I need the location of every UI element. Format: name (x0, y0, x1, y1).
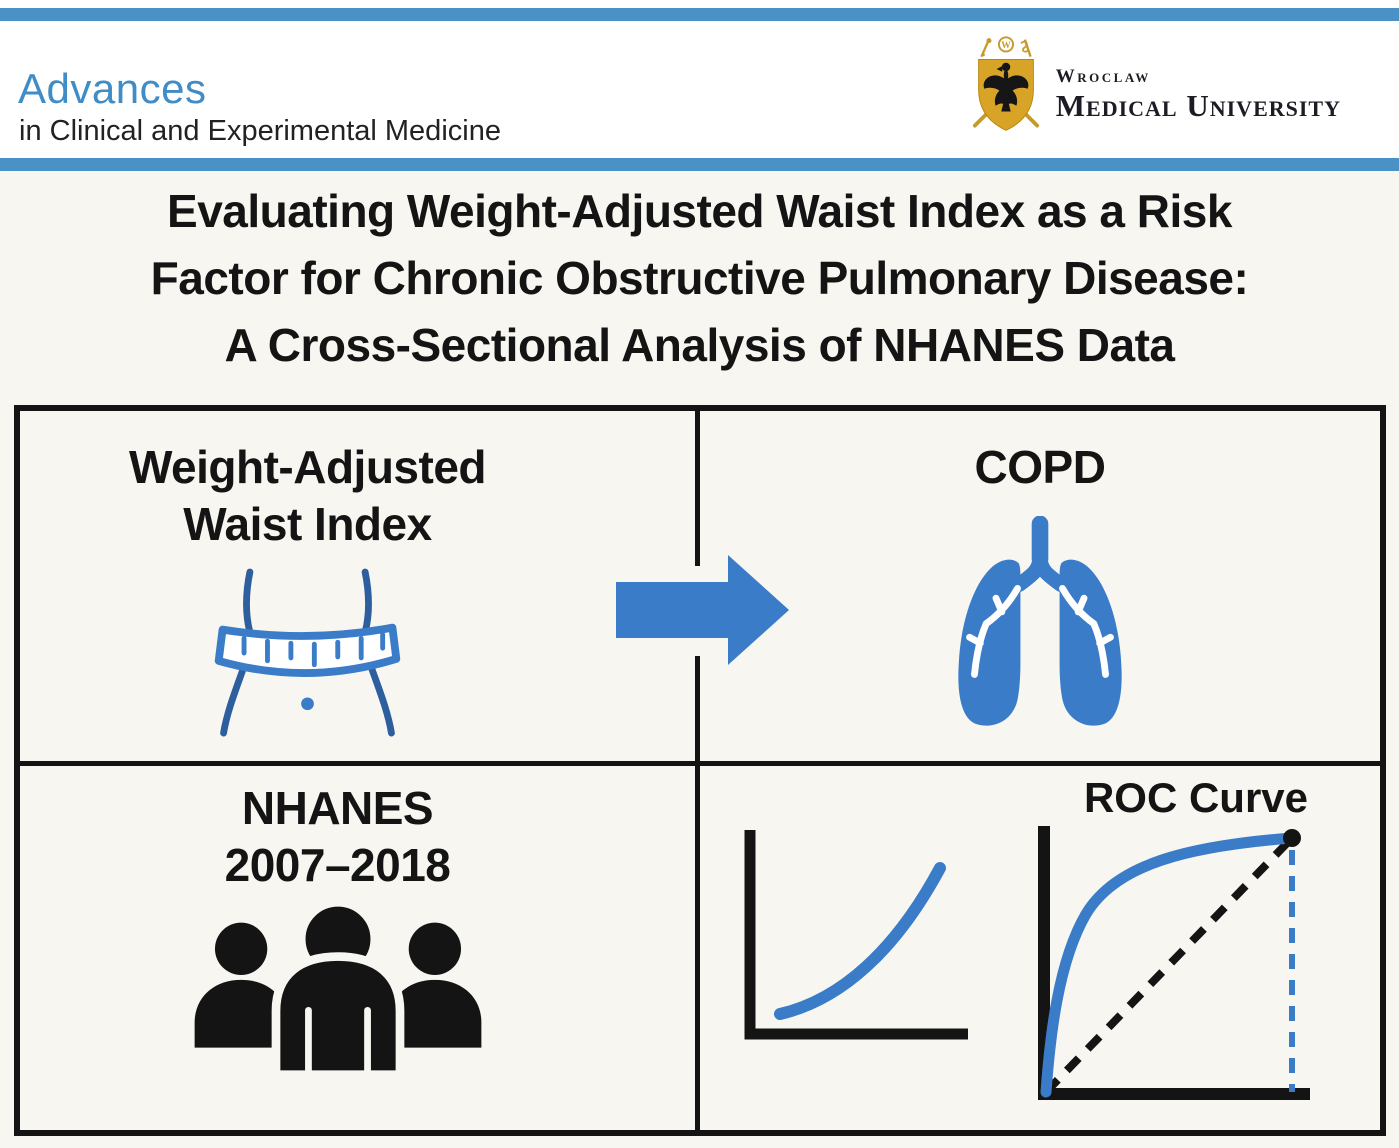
university-name-city: Wroclaw (1055, 65, 1151, 87)
journal-name: Advances (18, 65, 207, 112)
wwi-label: Weight-Adjusted Waist Index (128, 439, 487, 553)
eagle-shield-crest-icon: W (972, 35, 1040, 140)
nhanes-label: NHANES 2007–2018 (225, 780, 451, 894)
waist-tape-measure-icon (205, 567, 410, 746)
wwi-label-line1: Weight-Adjusted (128, 441, 487, 493)
roc-curve-chart-icon (1028, 812, 1323, 1117)
title-line-3: A Cross-Sectional Analysis of NHANES Dat… (224, 319, 1176, 371)
quadrant-nhanes: NHANES 2007–2018 (20, 766, 700, 1130)
quadrant-weight-adjusted-waist-index: Weight-Adjusted Waist Index (20, 411, 700, 766)
title-line-1: Evaluating Weight-Adjusted Waist Index a… (167, 185, 1232, 237)
nhanes-label-line1: NHANES (241, 782, 434, 834)
right-arrow-icon (616, 552, 792, 673)
wwi-label-line2: Waist Index (183, 498, 432, 550)
top-blue-bar (0, 8, 1399, 21)
rising-curve-chart-icon (736, 818, 976, 1051)
university-name-main: Medical University (1055, 87, 1341, 123)
title-line-2: Factor for Chronic Obstructive Pulmonary… (150, 252, 1249, 304)
lungs-icon (915, 515, 1165, 746)
quadrant-copd: COPD (700, 411, 1380, 766)
university-logo-block: W Wroclaw Medical University (972, 35, 1341, 140)
header-bottom-blue-bar (0, 158, 1399, 171)
nhanes-label-line2: 2007–2018 (224, 839, 451, 891)
quadrant-roc-curve: ROC Curve (700, 766, 1380, 1130)
svg-text:W: W (1001, 41, 1011, 51)
people-group-icon (183, 897, 493, 1082)
journal-subtitle: in Clinical and Experimental Medicine (19, 115, 501, 147)
journal-header: Advances in Clinical and Experimental Me… (0, 21, 1399, 158)
diagram-grid: Weight-Adjusted Waist Index COPD (14, 405, 1386, 1136)
page-title: Evaluating Weight-Adjusted Waist Index a… (0, 178, 1399, 379)
copd-label: COPD (974, 441, 1106, 493)
roc-curve-label: ROC Curve (1083, 774, 1309, 821)
